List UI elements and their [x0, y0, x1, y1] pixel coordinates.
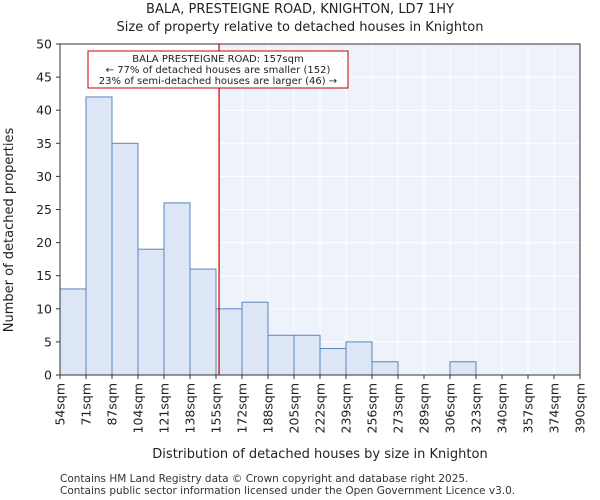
x-tick-label: 138sqm — [183, 383, 198, 433]
x-axis-label: Distribution of detached houses by size … — [152, 447, 487, 462]
x-tick-label: 155sqm — [209, 383, 224, 433]
bar-172sqm — [241, 301, 269, 376]
footer-line-2: Contains public sector information licen… — [60, 485, 515, 497]
y-tick-label: 15 — [36, 268, 52, 283]
y-tick-label: 45 — [36, 70, 52, 85]
x-tick-label: 289sqm — [417, 383, 432, 433]
y-tick-label: 30 — [36, 169, 52, 184]
chart-subtitle: Size of property relative to detached ho… — [117, 20, 484, 35]
x-tick-label: 54sqm — [53, 383, 68, 426]
x-tick-label: 273sqm — [391, 383, 406, 433]
annotation-line-2: ← 77% of detached houses are smaller (15… — [106, 65, 331, 76]
y-tick-label: 40 — [36, 103, 52, 118]
bar-155sqm — [215, 308, 243, 376]
bar-54sqm — [59, 288, 87, 376]
bar-188sqm — [267, 334, 295, 376]
y-tick-label: 20 — [36, 235, 52, 250]
bar-87sqm — [111, 142, 139, 376]
y-tick-label: 10 — [36, 301, 52, 316]
annotation-box — [87, 50, 349, 89]
annotation-line-1: BALA PRESTEIGNE ROAD: 157sqm — [132, 54, 303, 65]
x-tick-label: 205sqm — [287, 383, 302, 433]
x-tick-label: 121sqm — [157, 383, 172, 433]
x-tick-label: 71sqm — [79, 383, 94, 426]
y-tick-label: 35 — [36, 136, 52, 151]
x-tick-label: 374sqm — [547, 383, 562, 433]
y-axis-label: Number of detached properties — [2, 128, 17, 333]
x-tick-label: 87sqm — [105, 383, 120, 426]
x-tick-label: 390sqm — [573, 383, 588, 433]
bar-138sqm — [189, 268, 217, 376]
y-tick-label: 25 — [36, 202, 52, 217]
x-tick-label: 239sqm — [339, 383, 354, 433]
x-tick-label: 323sqm — [469, 383, 484, 433]
x-tick-label: 306sqm — [443, 383, 458, 433]
bar-205sqm — [293, 334, 321, 376]
chart-title: BALA, PRESTEIGNE ROAD, KNIGHTON, LD7 1HY — [146, 2, 454, 17]
bar-222sqm — [319, 348, 347, 376]
bar-71sqm — [85, 96, 113, 376]
annotation-line-3: 23% of semi-detached houses are larger (… — [99, 76, 337, 87]
bar-306sqm — [449, 361, 477, 376]
x-tick-label: 104sqm — [131, 383, 146, 433]
bar-104sqm — [137, 248, 165, 376]
bar-121sqm — [163, 202, 191, 376]
bar-239sqm — [345, 341, 373, 376]
x-tick-label: 256sqm — [365, 383, 380, 433]
x-tick-label: 340sqm — [495, 383, 510, 433]
y-tick-label: 50 — [36, 37, 52, 52]
bar-256sqm — [371, 361, 399, 376]
x-tick-label: 222sqm — [313, 383, 328, 433]
y-tick-label: 0 — [44, 368, 52, 383]
x-tick-label: 357sqm — [521, 383, 536, 433]
footer-line-1: Contains HM Land Registry data © Crown c… — [60, 473, 468, 485]
x-tick-label: 188sqm — [261, 383, 276, 433]
x-tick-label: 172sqm — [235, 383, 250, 433]
y-tick-label: 5 — [44, 334, 52, 349]
